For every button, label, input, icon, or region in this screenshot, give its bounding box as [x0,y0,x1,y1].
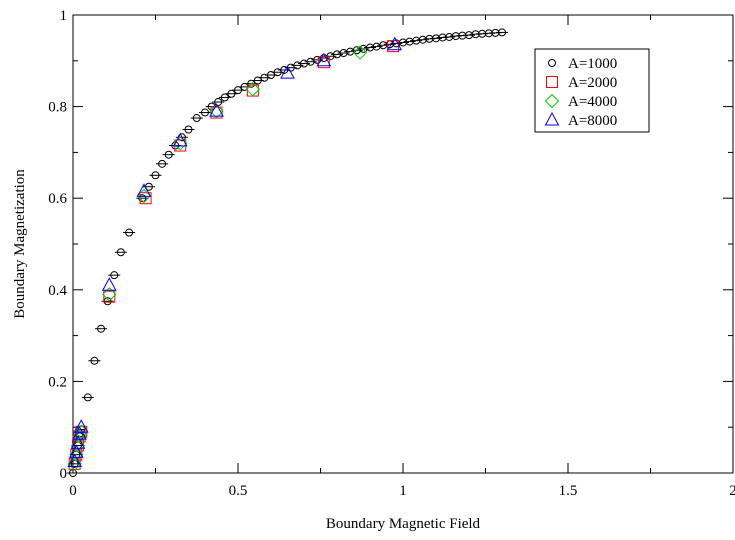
data-point [387,36,403,51]
x-axis-label: Boundary Magnetic Field [326,516,481,532]
x-tick-label: 1 [399,483,407,499]
x-tick-label: 0.5 [229,483,248,499]
legend-label: A=1000 [568,56,617,72]
x-tick-label: 1.5 [559,483,578,499]
x-tick-label: 0 [69,483,77,499]
data-point [101,277,117,291]
data-point [214,98,223,107]
data-point [136,188,152,204]
legend-marker-triangle [544,111,560,126]
data-point [90,356,99,365]
data-point [253,76,262,85]
data-point [68,444,84,458]
data-point [220,93,229,102]
data-point [83,393,92,402]
y-axis-label: Boundary Magnetization [12,169,28,319]
data-point [151,171,160,180]
y-tick-label: 0.6 [48,191,67,207]
data-point [234,86,242,95]
data-point [498,28,506,37]
axis-ticks [72,14,734,474]
y-tick-label: 0.2 [48,374,67,390]
data-point [245,81,261,97]
data-point [260,73,269,82]
data-point [172,132,188,147]
data-point [73,419,89,433]
data-point [209,103,224,119]
legend-label: A=4000 [568,94,617,110]
data-point [192,114,201,123]
data-point [317,56,330,69]
legend-label: A=2000 [568,75,617,91]
y-tick-label: 0.8 [48,100,67,116]
legend-marker-diamond [544,93,560,109]
data-point [227,89,236,98]
axis-tick-labels: 0 0.5 1 1.5 2 0 0.2 0.4 0.6 0.8 1 [48,8,735,499]
legend: A=1000 A=2000 A=4000 A=8000 [534,48,650,133]
series-triangle [67,36,403,468]
data-point [103,290,116,303]
legend-marker-circle [548,59,556,67]
x-tick-label: 2 [729,483,735,499]
y-tick-label: 0.4 [48,283,67,299]
data-point [209,103,224,117]
data-point [158,159,167,168]
series-diamond [67,45,368,472]
series-circle [67,28,508,477]
data-point [116,248,125,257]
data-point [125,228,134,237]
data-point [184,125,193,134]
legend-label: A=8000 [568,113,617,129]
data-points [67,28,508,477]
data-point [67,453,82,468]
data-point [201,108,209,117]
legend-box [534,48,650,133]
data-point [102,287,117,302]
data-point [136,183,152,197]
y-tick-label: 0 [60,466,68,482]
data-point [110,271,119,280]
legend-marker-square [546,76,558,88]
data-point [247,79,256,88]
data-point [138,194,147,203]
data-point [72,426,87,440]
data-point [352,45,368,60]
y-tick-label: 1 [60,8,68,24]
data-point [74,424,89,439]
data-point [97,324,106,333]
data-point [280,65,295,79]
data-point [164,150,173,159]
data-point [316,52,332,67]
data-point [267,70,275,79]
data-point [70,435,86,449]
